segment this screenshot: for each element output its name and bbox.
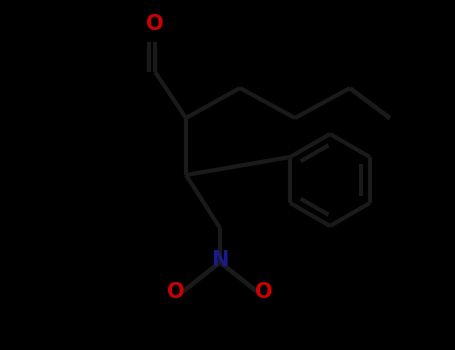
Text: O: O — [167, 282, 185, 302]
Text: O: O — [255, 282, 273, 302]
Text: O: O — [146, 14, 164, 34]
Text: N: N — [211, 250, 229, 270]
